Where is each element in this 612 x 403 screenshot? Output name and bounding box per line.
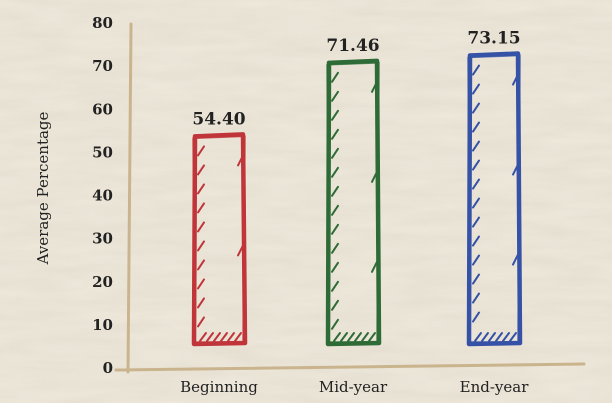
bar-outline-sketch [467,54,521,343]
x-axis-line [114,362,586,372]
y-tick-label: 70 [92,57,113,75]
bar-outline-sketch [326,62,380,343]
bar-outline-sketch [192,135,246,343]
y-tick-labels: 0 10 20 30 40 50 60 70 80 [92,14,113,377]
bar-beginning [191,132,248,347]
bar-hatching [472,64,519,342]
axes [114,22,586,374]
y-tick-label: 60 [92,100,113,118]
x-tick-label: Mid-year [319,378,388,396]
data-label: 54.40 [192,109,245,129]
bar-mid-year [325,58,382,347]
x-tick-label: Beginning [180,378,258,396]
bar-hatching [331,71,378,342]
y-tick-label: 30 [92,230,113,248]
x-tick-label: End-year [460,378,530,396]
y-tick-label: 20 [92,273,113,291]
y-tick-label: 80 [92,14,113,32]
bar-hatching [197,145,244,342]
bars [191,51,523,347]
data-label: 73.15 [467,29,520,49]
y-tick-label: 40 [92,187,113,205]
y-axis-line [126,22,133,374]
y-tick-label: 50 [92,143,113,161]
data-label: 71.46 [326,36,379,56]
data-labels: 54.40 71.46 73.15 [192,29,520,130]
x-tick-labels: Beginning Mid-year End-year [180,378,529,396]
y-tick-label: 10 [92,316,113,334]
y-tick-label: 0 [103,359,113,377]
bar-end-year [466,51,523,347]
y-axis-label: Average Percentage [34,111,52,265]
